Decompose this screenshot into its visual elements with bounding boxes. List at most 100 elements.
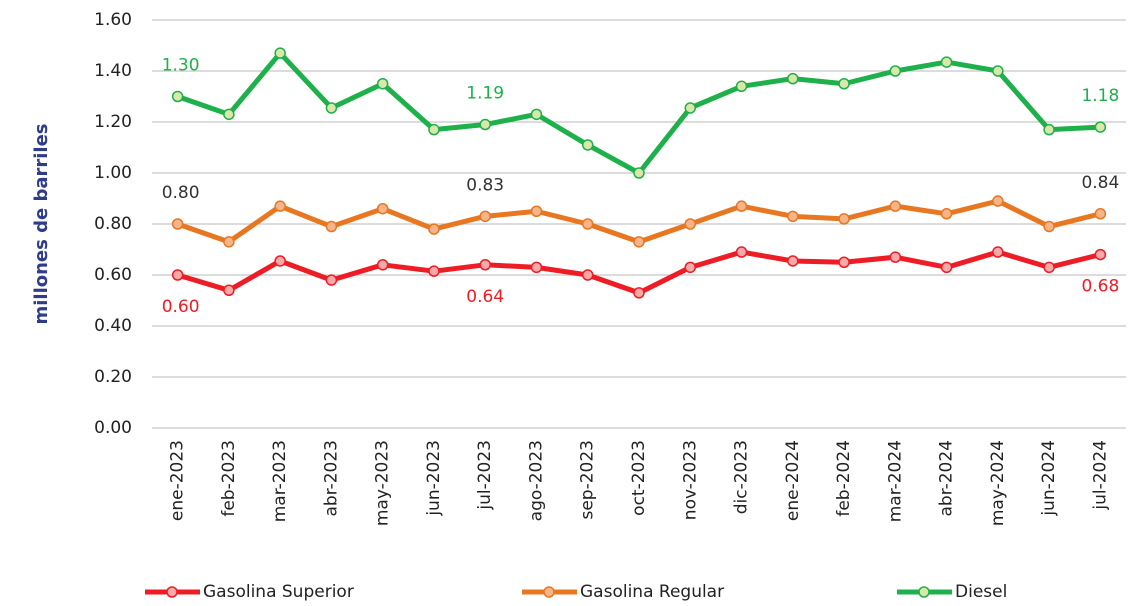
point-marker — [889, 200, 902, 212]
y-axis-label: millones de barriles — [31, 123, 52, 324]
point-marker — [428, 123, 440, 136]
series-line — [176, 249, 1101, 296]
point-marker — [581, 218, 594, 230]
point-marker — [274, 200, 286, 212]
point-marker — [530, 261, 543, 274]
point-marker — [735, 80, 748, 93]
y-tick-label: 0.60 — [94, 265, 132, 285]
point-marker — [992, 65, 1004, 77]
x-tick-label: sep-2023 — [578, 440, 598, 520]
x-tick-label: abr-2024 — [937, 440, 957, 517]
point-marker — [1043, 123, 1055, 136]
point-marker — [787, 72, 799, 85]
point-marker — [838, 78, 850, 90]
point-marker — [223, 236, 235, 248]
x-tick-label: feb-2024 — [834, 440, 854, 517]
x-tick-label: jul-2024 — [1090, 440, 1110, 511]
point-marker — [1043, 220, 1055, 233]
point-marker — [171, 218, 184, 230]
x-tick-label: nov-2023 — [680, 440, 700, 520]
point-marker — [1043, 261, 1055, 274]
point-marker — [325, 220, 338, 233]
data-label: 0.83 — [466, 175, 504, 195]
point-marker — [684, 261, 697, 274]
point-marker — [1094, 121, 1107, 133]
point-marker — [581, 139, 594, 151]
point-marker — [223, 284, 235, 297]
data-label: 0.60 — [162, 297, 200, 317]
point-marker — [735, 200, 748, 212]
point-marker — [940, 56, 953, 68]
point-marker — [428, 265, 440, 277]
x-tick-label: jun-2023 — [424, 440, 444, 517]
point-marker — [479, 259, 491, 271]
data-label: 0.80 — [162, 183, 200, 203]
point-marker — [889, 251, 902, 263]
point-marker — [787, 210, 799, 223]
y-tick-label: 0.80 — [94, 214, 132, 234]
point-marker — [530, 108, 543, 121]
data-label: 1.18 — [1081, 86, 1119, 106]
y-tick-label: 0.00 — [94, 418, 132, 438]
point-marker — [684, 218, 697, 230]
x-tick-label: abr-2023 — [321, 440, 341, 517]
point-marker — [376, 259, 389, 271]
point-marker — [274, 47, 286, 59]
data-label: 0.64 — [466, 287, 504, 307]
x-tick-label: oct-2023 — [629, 440, 649, 516]
y-tick-label: 1.20 — [94, 112, 132, 132]
legend-marker — [166, 586, 178, 598]
y-tick-label: 1.00 — [94, 163, 132, 183]
x-tick-label: feb-2023 — [219, 440, 239, 517]
legend-label: Diesel — [955, 582, 1007, 602]
point-marker — [581, 269, 594, 281]
point-marker — [889, 65, 902, 77]
point-marker — [171, 90, 184, 103]
legend-label: Gasolina Superior — [203, 582, 354, 602]
x-tick-label: may-2024 — [988, 440, 1008, 526]
x-tick-label: dic-2023 — [732, 440, 752, 514]
point-marker — [274, 255, 286, 267]
point-marker — [1094, 248, 1107, 261]
point-marker — [633, 287, 645, 299]
x-tick-label: jul-2023 — [475, 440, 495, 511]
point-marker — [376, 78, 389, 90]
point-marker — [376, 202, 389, 215]
data-label: 1.19 — [466, 84, 504, 104]
data-label: 0.68 — [1081, 277, 1119, 297]
point-marker — [633, 236, 645, 248]
x-tick-label: jun-2024 — [1039, 440, 1059, 517]
point-marker — [992, 246, 1004, 258]
x-tick-label: ago-2023 — [526, 440, 546, 521]
x-tick-label: ene-2023 — [168, 440, 188, 521]
point-marker — [838, 256, 850, 268]
x-tick-label: ene-2024 — [783, 440, 803, 521]
x-tick-label: mar-2023 — [270, 440, 290, 522]
point-marker — [940, 261, 953, 274]
legend-label: Gasolina Regular — [580, 582, 724, 602]
point-marker — [838, 213, 850, 225]
point-marker — [787, 255, 799, 267]
point-marker — [992, 195, 1004, 207]
y-tick-label: 1.40 — [94, 61, 132, 81]
point-marker — [171, 269, 184, 281]
point-marker — [428, 223, 440, 235]
series-line — [176, 198, 1101, 245]
y-tick-label: 1.60 — [94, 10, 132, 30]
point-marker — [223, 108, 235, 121]
x-tick-label: mar-2024 — [885, 440, 905, 522]
point-marker — [325, 102, 338, 114]
point-marker — [479, 118, 491, 131]
data-label: 1.30 — [162, 56, 200, 76]
point-marker — [735, 246, 748, 258]
point-marker — [1094, 208, 1107, 220]
point-marker — [940, 208, 953, 220]
x-tick-label: may-2023 — [373, 440, 393, 526]
legend-marker — [543, 586, 555, 598]
legend-marker — [918, 586, 930, 598]
point-marker — [633, 167, 645, 179]
point-marker — [325, 274, 338, 286]
data-label: 0.84 — [1081, 173, 1119, 193]
